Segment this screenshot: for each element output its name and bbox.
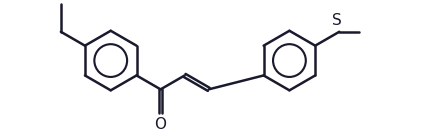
Text: O: O bbox=[154, 117, 167, 132]
Text: S: S bbox=[333, 13, 342, 28]
